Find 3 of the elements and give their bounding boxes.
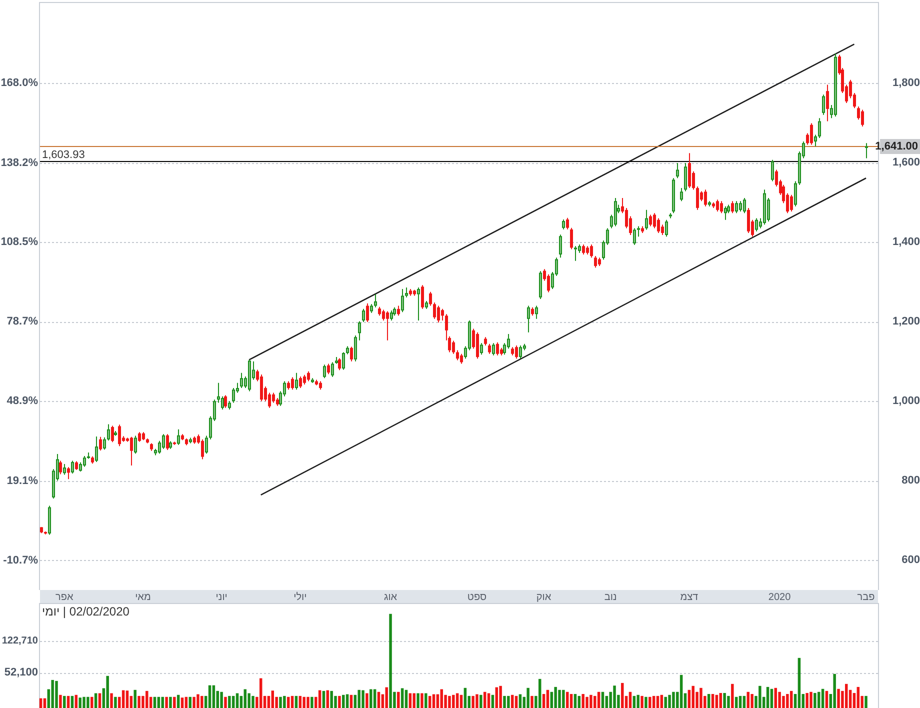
y-tick-label: 122,710: [2, 635, 38, 646]
y-tick-label: 52,100: [4, 666, 38, 679]
chart-title: 02/02/2020 | יומי: [42, 604, 130, 618]
